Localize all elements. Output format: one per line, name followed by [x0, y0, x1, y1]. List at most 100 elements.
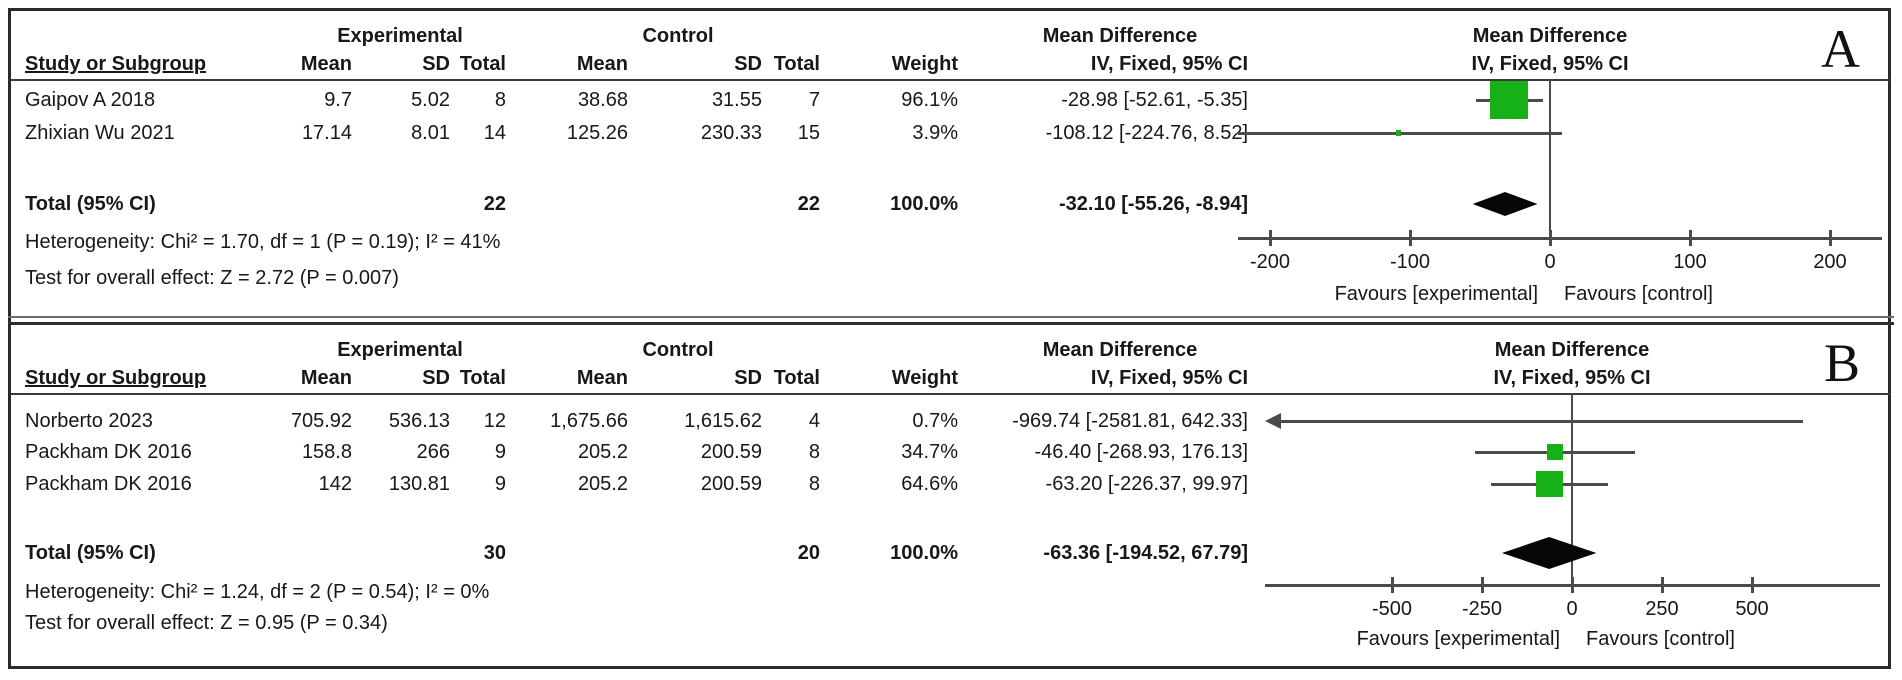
- header-underline: [11, 393, 1891, 395]
- ctrl-mean-header: Mean: [576, 53, 628, 75]
- method-plot-header: IV, Fixed, 95% CI: [1471, 53, 1629, 75]
- panel-letter: B: [1823, 333, 1860, 393]
- forest-panel-b: Experimental Control Mean Difference Mea…: [0, 326, 1902, 674]
- weight-value: 96.1%: [901, 89, 958, 111]
- ctrl-total-value: 7: [808, 89, 820, 111]
- exp-mean-header: Mean: [300, 53, 352, 75]
- exp-mean-value: 705.92: [290, 410, 352, 432]
- total-row-label: Total (95% CI): [25, 542, 156, 564]
- exp-total-value: 8: [494, 89, 506, 111]
- ctrl-sd-value: 1,615.62: [684, 410, 762, 432]
- study-column-header: Study or Subgroup: [25, 367, 207, 389]
- total-ctrl-n: 20: [797, 542, 820, 564]
- axis-tick: [1391, 577, 1394, 593]
- axis-tick-label: -200: [1249, 251, 1291, 273]
- exp-sd-header: SD: [422, 53, 450, 75]
- exp-sd-value: 536.13: [388, 410, 450, 432]
- axis-tick-label: -250: [1461, 598, 1503, 620]
- exp-sd-value: 5.02: [411, 89, 450, 111]
- control-group-header: Control: [642, 25, 714, 47]
- heterogeneity-stats: Heterogeneity: Chi² = 1.70, df = 1 (P = …: [25, 231, 501, 253]
- axis-tick: [1409, 230, 1412, 246]
- total-ctrl-n: 22: [797, 193, 820, 215]
- ci-text-value: -28.98 [-52.61, -5.35]: [1061, 89, 1248, 111]
- axis-tick: [1661, 577, 1664, 593]
- weight-value: 0.7%: [912, 410, 958, 432]
- ctrl-sd-value: 200.59: [700, 473, 762, 495]
- weight-value: 34.7%: [901, 441, 958, 463]
- axis-tick: [1829, 230, 1832, 246]
- exp-mean-value: 17.14: [301, 122, 352, 144]
- ctrl-sd-header: SD: [734, 367, 762, 389]
- exp-total-value: 12: [483, 410, 506, 432]
- exp-mean-value: 142: [318, 473, 352, 495]
- study-name: Packham DK 2016: [25, 441, 192, 463]
- heterogeneity-stats: Heterogeneity: Chi² = 1.24, df = 2 (P = …: [25, 581, 490, 603]
- ctrl-total-value: 4: [808, 410, 820, 432]
- axis-tick-label: 500: [1735, 598, 1769, 620]
- ci-text-value: -63.20 [-226.37, 99.97]: [1045, 473, 1248, 495]
- effect-size-marker: [1547, 443, 1564, 461]
- ci-text-value: -46.40 [-268.93, 176.13]: [1034, 441, 1249, 463]
- exp-total-value: 9: [494, 441, 506, 463]
- exp-sd-value: 130.81: [388, 473, 450, 495]
- zero-effect-line: [1549, 79, 1551, 238]
- weight-header: Weight: [891, 367, 958, 389]
- method-column-header: IV, Fixed, 95% CI: [1090, 53, 1248, 75]
- zero-effect-line: [1571, 393, 1573, 585]
- axis-tick-label: 100: [1673, 251, 1707, 273]
- summary-diamond: [1472, 192, 1538, 216]
- summary-diamond: [1501, 537, 1597, 569]
- ctrl-total-header: Total: [773, 367, 820, 389]
- effect-size-marker: [1490, 80, 1529, 120]
- total-exp-n: 30: [483, 542, 506, 564]
- panel-separator-line: [8, 316, 1894, 318]
- ctrl-mean-header: Mean: [576, 367, 628, 389]
- axis-tick-label: 0: [1544, 251, 1556, 273]
- ctrl-sd-value: 31.55: [711, 89, 762, 111]
- ctrl-mean-value: 205.2: [577, 473, 628, 495]
- control-group-header: Control: [642, 339, 714, 361]
- panel-separator-line: [8, 322, 1894, 325]
- ci-arrow-left: [1265, 413, 1281, 429]
- method-plot-header: IV, Fixed, 95% CI: [1493, 367, 1651, 389]
- axis-tick: [1689, 230, 1692, 246]
- ctrl-sd-header: SD: [734, 53, 762, 75]
- exp-mean-header: Mean: [300, 367, 352, 389]
- total-row-label: Total (95% CI): [25, 193, 156, 215]
- exp-total-header: Total: [459, 53, 506, 75]
- panel-letter: A: [1821, 19, 1860, 79]
- ctrl-mean-value: 125.26: [566, 122, 628, 144]
- exp-sd-value: 266: [416, 441, 450, 463]
- favours-control-label: Favours [control]: [1564, 283, 1713, 305]
- axis-tick: [1269, 230, 1272, 246]
- ctrl-total-value: 8: [808, 473, 820, 495]
- study-name: Norberto 2023: [25, 410, 153, 432]
- study-name: Packham DK 2016: [25, 473, 192, 495]
- exp-total-value: 9: [494, 473, 506, 495]
- study-name: Zhixian Wu 2021: [25, 122, 175, 144]
- total-weight: 100.0%: [890, 193, 958, 215]
- overall-effect-stats: Test for overall effect: Z = 2.72 (P = 0…: [25, 267, 399, 289]
- mean-difference-column-header: Mean Difference: [1042, 339, 1198, 361]
- axis-tick: [1549, 230, 1552, 246]
- ctrl-sd-value: 230.33: [700, 122, 762, 144]
- ctrl-total-value: 8: [808, 441, 820, 463]
- experimental-group-header: Experimental: [337, 25, 463, 47]
- ctrl-mean-value: 38.68: [577, 89, 628, 111]
- favours-control-label: Favours [control]: [1586, 628, 1735, 650]
- forest-panel-a: Experimental Control Mean Difference Mea…: [0, 12, 1902, 316]
- axis-tick: [1571, 577, 1574, 593]
- exp-mean-value: 158.8: [301, 441, 352, 463]
- total-weight: 100.0%: [890, 542, 958, 564]
- total-exp-n: 22: [483, 193, 506, 215]
- mean-difference-plot-header: Mean Difference: [1494, 339, 1650, 361]
- header-underline: [11, 79, 1891, 81]
- ci-text-value: -108.12 [-224.76, 8.52]: [1045, 122, 1248, 144]
- axis-tick-label: -500: [1371, 598, 1413, 620]
- ctrl-total-header: Total: [773, 53, 820, 75]
- mean-difference-column-header: Mean Difference: [1042, 25, 1198, 47]
- ctrl-sd-value: 200.59: [700, 441, 762, 463]
- mean-difference-plot-header: Mean Difference: [1472, 25, 1628, 47]
